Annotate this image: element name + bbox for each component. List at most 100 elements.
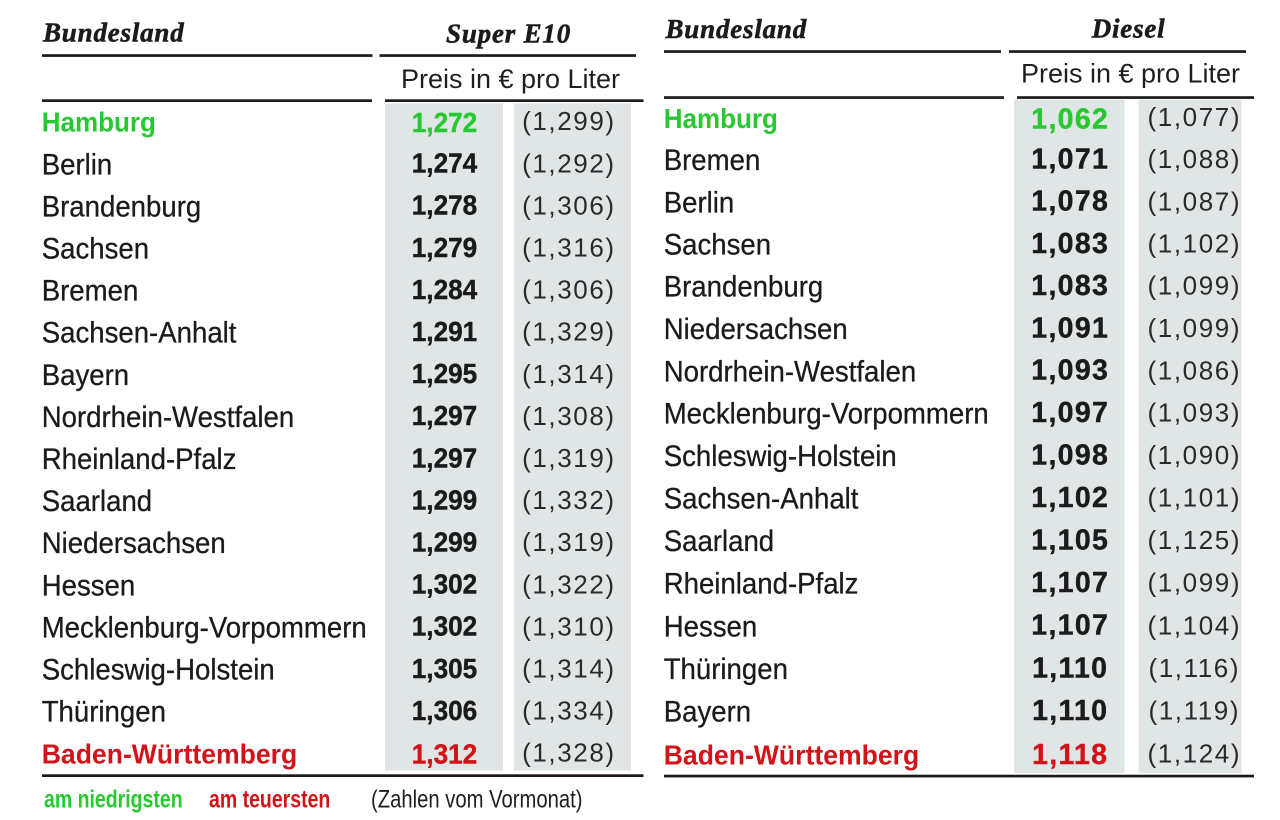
svg-text:am niedrigsten: am niedrigsten xyxy=(44,785,183,813)
svg-text:1,278: 1,278 xyxy=(412,190,478,221)
svg-text:Schleswig-Holstein: Schleswig-Holstein xyxy=(664,440,897,473)
svg-text:1,302: 1,302 xyxy=(412,611,477,642)
svg-text:(1,329): (1,329) xyxy=(522,317,616,347)
svg-text:Diesel: Diesel xyxy=(1091,13,1166,43)
svg-text:Berlin: Berlin xyxy=(42,148,113,181)
svg-text:(1,086): (1,086) xyxy=(1148,355,1242,385)
svg-text:1,107: 1,107 xyxy=(1031,610,1109,642)
svg-text:(Zahlen vom Vormonat): (Zahlen vom Vormonat) xyxy=(371,785,582,814)
svg-text:Sachsen: Sachsen xyxy=(664,228,771,261)
svg-text:Thüringen: Thüringen xyxy=(42,696,166,729)
svg-text:Berlin: Berlin xyxy=(664,186,735,219)
svg-text:1,110: 1,110 xyxy=(1032,695,1108,727)
svg-text:(1,090): (1,090) xyxy=(1148,440,1242,470)
svg-text:Sachsen-Anhalt: Sachsen-Anhalt xyxy=(664,483,859,516)
svg-text:(1,099): (1,099) xyxy=(1148,568,1242,598)
svg-text:Rheinland-Pfalz: Rheinland-Pfalz xyxy=(42,443,237,476)
svg-text:(1,119): (1,119) xyxy=(1148,696,1240,726)
svg-text:Brandenburg: Brandenburg xyxy=(664,271,824,304)
svg-text:1,299: 1,299 xyxy=(412,485,477,516)
svg-text:Thüringen: Thüringen xyxy=(664,653,788,686)
svg-text:1,078: 1,078 xyxy=(1031,186,1109,218)
svg-text:Bundesland: Bundesland xyxy=(42,17,185,47)
svg-text:(1,077): (1,077) xyxy=(1148,102,1242,132)
svg-text:Niedersachsen: Niedersachsen xyxy=(664,313,848,346)
svg-text:Sachsen: Sachsen xyxy=(42,232,149,265)
svg-text:1,312: 1,312 xyxy=(412,739,477,770)
svg-text:1,110: 1,110 xyxy=(1032,652,1108,684)
svg-text:1,105: 1,105 xyxy=(1031,524,1109,556)
svg-text:(1,099): (1,099) xyxy=(1148,271,1242,301)
svg-text:(1,116): (1,116) xyxy=(1148,653,1240,683)
svg-text:1,107: 1,107 xyxy=(1031,567,1109,599)
svg-text:1,062: 1,062 xyxy=(1031,103,1109,135)
svg-text:Hessen: Hessen xyxy=(42,569,136,602)
svg-text:Bremen: Bremen xyxy=(664,144,761,177)
svg-text:(1,319): (1,319) xyxy=(522,527,616,557)
svg-text:Nordrhein-Westfalen: Nordrhein-Westfalen xyxy=(664,355,916,388)
svg-text:(1,314): (1,314) xyxy=(522,654,616,684)
svg-text:1,299: 1,299 xyxy=(412,527,477,558)
svg-text:1,291: 1,291 xyxy=(412,316,478,347)
svg-text:1,272: 1,272 xyxy=(412,107,477,138)
svg-text:1,302: 1,302 xyxy=(412,569,477,600)
svg-text:(1,334): (1,334) xyxy=(522,696,616,726)
svg-text:(1,088): (1,088) xyxy=(1148,144,1242,174)
svg-text:Saarland: Saarland xyxy=(664,525,774,558)
svg-text:1,118: 1,118 xyxy=(1032,739,1108,771)
svg-text:1,297: 1,297 xyxy=(412,443,477,474)
svg-text:Mecklenburg-Vorpommern: Mecklenburg-Vorpommern xyxy=(42,611,367,644)
svg-text:Rheinland-Pfalz: Rheinland-Pfalz xyxy=(664,568,859,601)
svg-text:(1,102): (1,102) xyxy=(1148,228,1242,258)
svg-text:(1,322): (1,322) xyxy=(522,569,616,599)
svg-text:Saarland: Saarland xyxy=(42,485,152,518)
svg-text:(1,308): (1,308) xyxy=(522,401,616,431)
svg-text:1,297: 1,297 xyxy=(412,401,477,432)
svg-text:1,305: 1,305 xyxy=(412,653,478,684)
svg-text:(1,314): (1,314) xyxy=(522,359,616,389)
svg-text:(1,332): (1,332) xyxy=(522,485,616,515)
svg-text:Bayern: Bayern xyxy=(42,359,129,392)
svg-text:1,102: 1,102 xyxy=(1031,482,1109,514)
svg-text:Bundesland: Bundesland xyxy=(665,14,808,44)
svg-text:Brandenburg: Brandenburg xyxy=(42,190,202,223)
svg-text:Baden-Württemberg: Baden-Württemberg xyxy=(664,739,920,771)
svg-text:1,306: 1,306 xyxy=(412,695,477,726)
svg-text:1,284: 1,284 xyxy=(412,274,478,305)
svg-text:(1,099): (1,099) xyxy=(1148,313,1242,343)
svg-text:(1,124): (1,124) xyxy=(1148,738,1242,768)
svg-text:1,083: 1,083 xyxy=(1031,228,1109,260)
svg-text:Super E10: Super E10 xyxy=(446,19,571,49)
svg-text:1,274: 1,274 xyxy=(412,148,478,179)
svg-text:Mecklenburg-Vorpommern: Mecklenburg-Vorpommern xyxy=(664,398,989,431)
svg-text:(1,101): (1,101) xyxy=(1148,483,1242,513)
svg-text:(1,319): (1,319) xyxy=(522,443,616,473)
svg-text:Bremen: Bremen xyxy=(42,275,139,308)
svg-text:1,071: 1,071 xyxy=(1031,143,1109,175)
svg-text:Hamburg: Hamburg xyxy=(42,106,156,137)
svg-text:Nordrhein-Westfalen: Nordrhein-Westfalen xyxy=(42,401,294,434)
svg-text:1,083: 1,083 xyxy=(1031,270,1109,302)
svg-text:Bayern: Bayern xyxy=(664,696,751,729)
svg-text:(1,306): (1,306) xyxy=(522,275,616,305)
svg-text:(1,310): (1,310) xyxy=(522,611,616,641)
svg-text:Hessen: Hessen xyxy=(664,610,758,643)
svg-text:Baden-Württemberg: Baden-Württemberg xyxy=(42,738,298,770)
svg-text:1,098: 1,098 xyxy=(1031,439,1109,471)
svg-text:(1,104): (1,104) xyxy=(1148,610,1242,640)
svg-text:(1,087): (1,087) xyxy=(1148,186,1242,216)
svg-text:(1,292): (1,292) xyxy=(522,148,616,178)
svg-text:(1,316): (1,316) xyxy=(522,233,616,263)
svg-text:1,279: 1,279 xyxy=(412,232,477,263)
svg-text:(1,306): (1,306) xyxy=(522,190,616,220)
svg-text:1,097: 1,097 xyxy=(1031,397,1109,429)
svg-text:1,295: 1,295 xyxy=(412,359,478,390)
svg-text:(1,299): (1,299) xyxy=(522,106,616,136)
svg-text:1,091: 1,091 xyxy=(1031,312,1109,344)
svg-text:(1,328): (1,328) xyxy=(522,738,616,768)
svg-text:(1,125): (1,125) xyxy=(1148,525,1242,555)
svg-text:Hamburg: Hamburg xyxy=(664,103,778,134)
svg-text:am teuersten: am teuersten xyxy=(209,785,330,813)
svg-text:Niedersachsen: Niedersachsen xyxy=(42,527,226,560)
svg-text:1,093: 1,093 xyxy=(1031,355,1109,387)
